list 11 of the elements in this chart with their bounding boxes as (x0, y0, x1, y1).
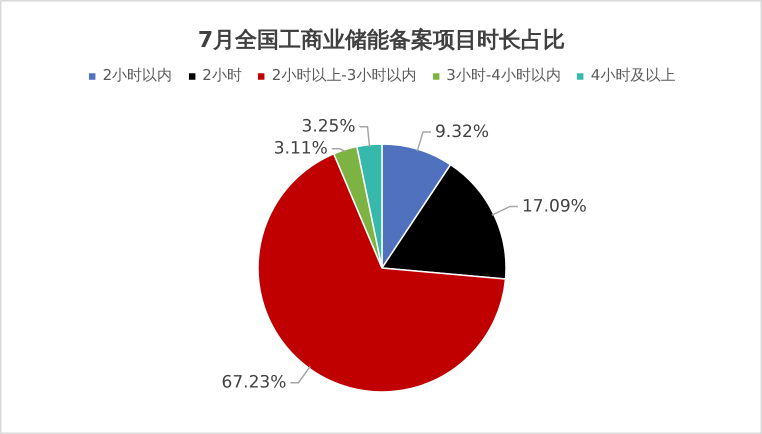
data-label: 3.11% (274, 138, 328, 159)
legend-label: 4小时及以上 (590, 66, 676, 85)
chart-title: 7月全国工商业储能备案项目时长占比 (198, 27, 566, 53)
data-label: 67.23% (222, 372, 286, 393)
data-label: 17.09% (522, 196, 587, 216)
legend-label: 2小时 (202, 66, 242, 85)
data-label: 9.32% (434, 122, 489, 142)
legend-label: 2小时以内 (102, 66, 172, 85)
legend-label: 3小时-4小时以内 (446, 66, 561, 85)
legend-label: 2小时以上-3小时以内 (272, 66, 416, 85)
data-label: 3.25% (302, 116, 356, 137)
